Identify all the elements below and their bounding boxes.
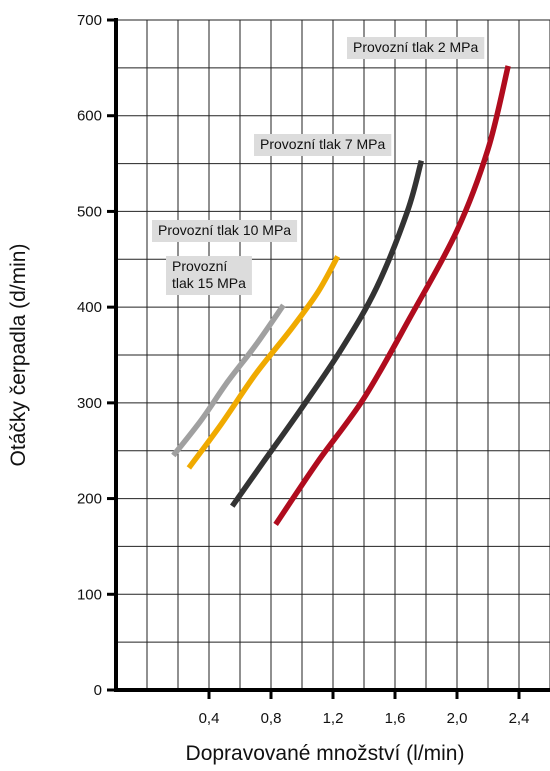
grid: [116, 19, 550, 690]
series-line: [230, 159, 425, 508]
series-label-text: Provozní tlak 2 MPa: [353, 39, 478, 55]
y-tick-label: 400: [77, 299, 102, 316]
y-tick-label: 500: [77, 203, 102, 220]
x-tick-label: 1,2: [323, 710, 344, 727]
series-label-background: [254, 134, 392, 156]
y-tick-label: 600: [77, 108, 102, 125]
x-tick-label: 0,8: [261, 710, 282, 727]
series-label-text: Provozní tlak 10 MPa: [158, 222, 291, 238]
x-tick-label: 2,4: [509, 710, 530, 727]
x-tick-label: 0,4: [199, 710, 220, 727]
y-axis-label: Otáčky čerpadla (d/min): [7, 244, 30, 467]
series-line: [171, 303, 286, 458]
series-label-background: [152, 220, 298, 242]
series-lines: [171, 65, 511, 526]
series-label-text: Provozní: [172, 258, 227, 274]
series-label-text: tlak 15 MPa: [172, 275, 246, 291]
ticks: 0 100 200 300 400 500 600 700 0,4 0,8 1,2 1,6 2,0 2,4: [77, 12, 529, 727]
x-tick-label: 1,6: [385, 710, 406, 727]
series-line: [186, 255, 341, 470]
series-label: Provozní tlak 10 MPa: [152, 220, 298, 242]
series-label-background: [166, 256, 252, 295]
y-tick-label: 700: [77, 12, 102, 29]
y-tick-label: 300: [77, 395, 102, 412]
series-label: Provozní tlak 7 MPa: [254, 134, 392, 156]
axes: [114, 18, 550, 692]
x-tick-label: 2,0: [447, 710, 468, 727]
y-tick-label: 100: [77, 586, 102, 603]
y-tick-label: 0: [94, 682, 102, 699]
series-label: Provozní tlak 2 MPa: [347, 37, 485, 59]
series-label-text: Provozní tlak 7 MPa: [260, 136, 385, 152]
x-axis-label: Dopravované množství (l/min): [186, 742, 465, 765]
y-tick-label: 200: [77, 491, 102, 508]
series-line: [273, 65, 511, 526]
series-label-background: [347, 37, 485, 59]
